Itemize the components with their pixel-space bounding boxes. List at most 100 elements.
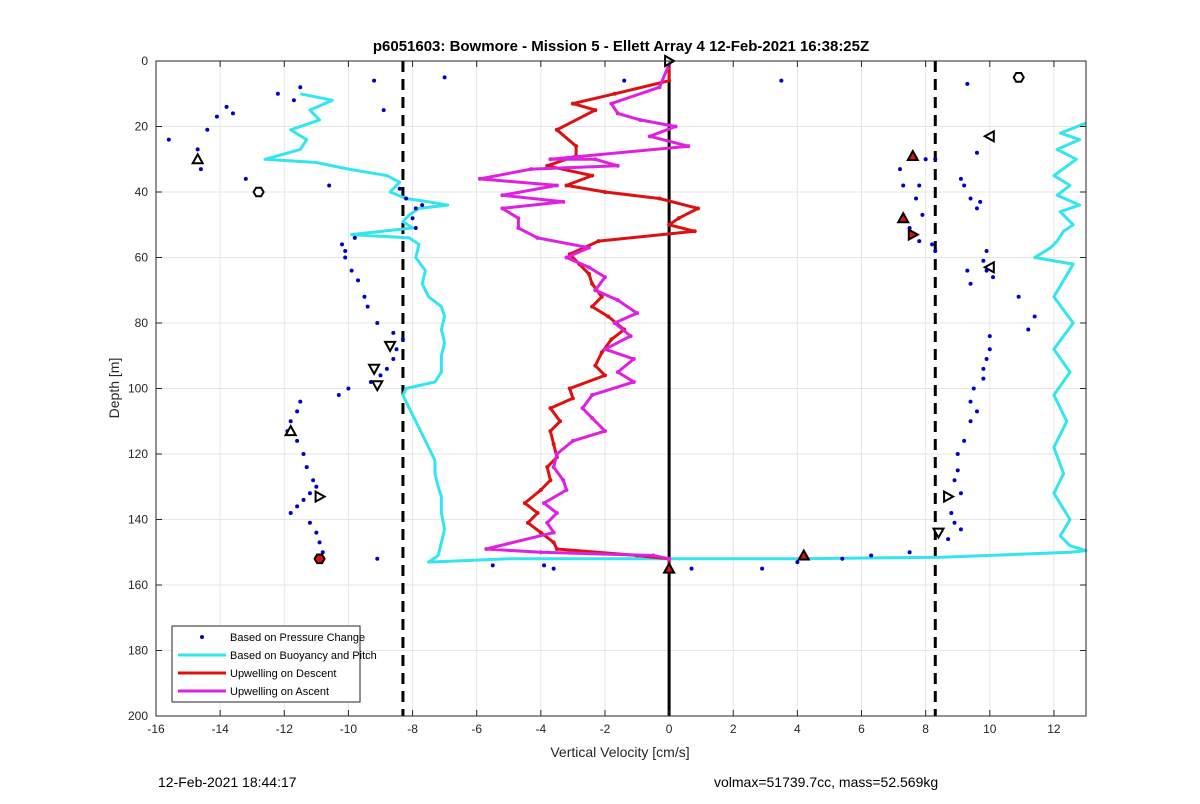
triangle-left-marker bbox=[982, 260, 995, 274]
series-vertex bbox=[673, 124, 678, 129]
data-point bbox=[907, 550, 912, 555]
series-vertex bbox=[548, 406, 553, 411]
data-point bbox=[930, 242, 935, 247]
data-point bbox=[949, 510, 954, 515]
data-point bbox=[224, 104, 229, 109]
series-vertex bbox=[529, 167, 534, 172]
data-point bbox=[400, 337, 405, 342]
data-point bbox=[378, 373, 383, 378]
data-point bbox=[1032, 314, 1037, 319]
data-point bbox=[275, 91, 280, 96]
y-tick-label: 20 bbox=[135, 120, 149, 134]
data-point bbox=[397, 186, 402, 191]
series-vertex bbox=[551, 540, 556, 545]
series-vertex bbox=[500, 206, 505, 211]
data-point bbox=[962, 438, 967, 443]
data-point bbox=[933, 157, 938, 162]
data-point bbox=[984, 357, 989, 362]
y-tick-label: 100 bbox=[128, 382, 148, 396]
series-vertex bbox=[570, 101, 575, 106]
data-point bbox=[307, 520, 312, 525]
data-series bbox=[166, 62, 1088, 571]
triangle-down-marker bbox=[931, 527, 946, 540]
data-point bbox=[307, 491, 312, 496]
series-vertex bbox=[596, 239, 601, 244]
series-vertex bbox=[609, 337, 614, 342]
data-point bbox=[952, 520, 957, 525]
series-vertex bbox=[551, 442, 556, 447]
data-point bbox=[375, 321, 380, 325]
data-point bbox=[490, 563, 495, 568]
series-vertex bbox=[657, 85, 662, 90]
data-point bbox=[981, 376, 986, 381]
hexagon-marker bbox=[252, 186, 265, 198]
data-point bbox=[968, 419, 973, 424]
series-vertex bbox=[590, 304, 595, 309]
series-vertex bbox=[554, 127, 559, 132]
series-vertex bbox=[548, 429, 553, 434]
data-point bbox=[298, 399, 303, 404]
data-point bbox=[869, 553, 874, 558]
data-point bbox=[413, 226, 418, 231]
data-point bbox=[987, 334, 992, 339]
data-point bbox=[375, 556, 380, 561]
y-tick-label: 140 bbox=[128, 513, 148, 527]
x-tick-label: -10 bbox=[340, 722, 358, 736]
hexagon-marker bbox=[313, 553, 326, 565]
data-point bbox=[955, 452, 960, 456]
data-point bbox=[420, 203, 425, 208]
series-vertex bbox=[500, 193, 505, 198]
data-point bbox=[381, 108, 386, 113]
data-point bbox=[981, 258, 986, 263]
data-point bbox=[243, 176, 248, 181]
data-point bbox=[974, 206, 979, 211]
series-vertex bbox=[602, 429, 607, 434]
x-tick-label: 6 bbox=[858, 722, 865, 736]
data-point bbox=[991, 275, 995, 280]
x-tick-label: 4 bbox=[794, 722, 801, 736]
data-point bbox=[898, 167, 902, 172]
legend-box bbox=[171, 625, 361, 703]
data-point bbox=[974, 150, 979, 155]
x-tick-label: -6 bbox=[471, 722, 482, 736]
series-vertex bbox=[695, 206, 700, 211]
data-point bbox=[394, 347, 399, 352]
axis-ticks: -16 -14 -12 -10 -8 -6 -4 -2 0 2 4 6 8 10 1202040608010… bbox=[128, 54, 1086, 736]
legend-label: Upwelling on Descent bbox=[230, 668, 336, 680]
series-vertex bbox=[602, 373, 607, 378]
legend: Based on Pressure Change Based on Buoyanc… bbox=[171, 625, 377, 703]
data-point bbox=[195, 147, 200, 152]
x-tick-label: -12 bbox=[276, 722, 294, 736]
data-point bbox=[1016, 294, 1021, 299]
data-point bbox=[689, 566, 694, 571]
data-point bbox=[214, 114, 219, 119]
data-point bbox=[384, 366, 389, 371]
data-point bbox=[952, 478, 957, 483]
x-tick-label: -14 bbox=[211, 722, 229, 736]
series-vertex bbox=[657, 196, 662, 201]
series-vertex bbox=[551, 530, 556, 535]
y-tick-label: 160 bbox=[128, 578, 148, 592]
y-tick-label: 80 bbox=[135, 316, 149, 330]
data-point bbox=[349, 268, 354, 273]
y-tick-label: 120 bbox=[128, 447, 148, 461]
series-vertex bbox=[593, 363, 598, 368]
series-vertex bbox=[602, 190, 607, 194]
series-vertex bbox=[609, 101, 614, 106]
series-vertex bbox=[599, 350, 604, 355]
series-vertex bbox=[631, 379, 636, 384]
series-line bbox=[263, 92, 1088, 564]
legend-label: Based on Pressure Change bbox=[230, 632, 365, 644]
series-vertex bbox=[564, 183, 569, 188]
footer-timestamp: 12-Feb-2021 18:44:17 bbox=[158, 774, 297, 790]
data-point bbox=[343, 248, 348, 253]
data-point bbox=[946, 537, 951, 542]
series-vertex bbox=[522, 501, 527, 506]
data-point bbox=[365, 304, 370, 309]
series-vertex bbox=[676, 216, 681, 221]
x-axis-label: Vertical Velocity [cm/s] bbox=[550, 744, 689, 760]
data-point bbox=[958, 491, 963, 496]
data-point bbox=[314, 484, 319, 489]
data-point bbox=[336, 393, 341, 398]
